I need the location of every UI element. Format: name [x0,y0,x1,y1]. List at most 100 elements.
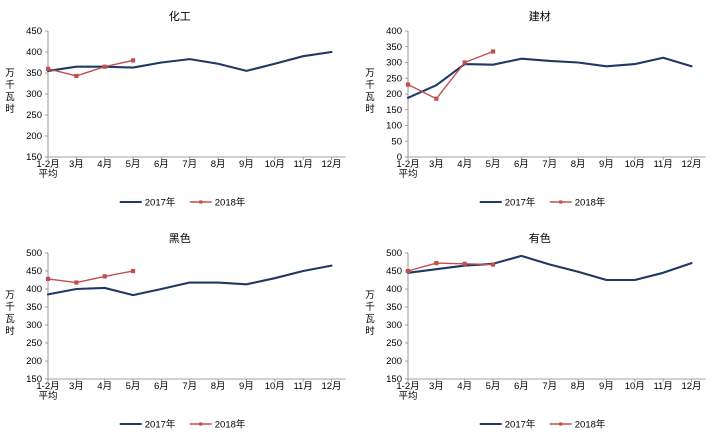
svg-text:时: 时 [5,103,15,115]
svg-text:千: 千 [365,302,375,313]
svg-text:9月: 9月 [239,381,254,392]
svg-text:黑色: 黑色 [169,231,191,245]
svg-text:10月: 10月 [624,159,644,170]
svg-text:250: 250 [386,73,402,84]
svg-text:2017年: 2017年 [145,418,176,430]
svg-text:9月: 9月 [239,159,254,170]
svg-text:300: 300 [26,89,42,100]
svg-text:300: 300 [26,320,42,331]
svg-text:10月: 10月 [265,381,285,392]
svg-text:平均: 平均 [398,390,417,402]
svg-text:350: 350 [26,68,42,79]
svg-text:10月: 10月 [624,381,644,392]
svg-text:12月: 12月 [681,159,701,170]
svg-text:2018年: 2018年 [574,196,605,208]
svg-text:150: 150 [386,105,402,116]
svg-text:万: 万 [5,290,15,301]
svg-text:2017年: 2017年 [504,196,535,208]
svg-text:12月: 12月 [681,381,701,392]
svg-text:10月: 10月 [265,159,285,170]
svg-text:千: 千 [5,302,15,313]
svg-text:4月: 4月 [457,159,472,170]
svg-text:千: 千 [5,80,15,91]
svg-text:4月: 4月 [457,381,472,392]
svg-text:4月: 4月 [97,159,112,170]
svg-text:200: 200 [26,356,42,367]
svg-text:3月: 3月 [428,381,443,392]
svg-text:6月: 6月 [514,159,529,170]
svg-text:12月: 12月 [321,159,341,170]
svg-text:2018年: 2018年 [215,196,246,208]
svg-text:200: 200 [386,89,402,100]
svg-text:400: 400 [26,47,42,58]
svg-text:9月: 9月 [599,381,614,392]
svg-text:7月: 7月 [182,381,197,392]
svg-text:5月: 5月 [485,381,500,392]
svg-text:瓦: 瓦 [365,92,375,103]
svg-text:7月: 7月 [542,381,557,392]
svg-text:300: 300 [386,320,402,331]
svg-text:8月: 8月 [570,159,585,170]
svg-text:350: 350 [386,302,402,313]
svg-text:6月: 6月 [514,381,529,392]
svg-text:500: 500 [26,248,42,259]
svg-text:400: 400 [386,284,402,295]
svg-text:300: 300 [386,58,402,69]
svg-text:时: 时 [5,325,15,337]
svg-text:9月: 9月 [599,159,614,170]
svg-text:350: 350 [386,42,402,53]
svg-text:7月: 7月 [542,159,557,170]
svg-text:5月: 5月 [126,159,141,170]
svg-text:450: 450 [26,266,42,277]
svg-text:瓦: 瓦 [5,92,15,103]
svg-text:11月: 11月 [653,381,672,392]
svg-text:万: 万 [5,68,15,79]
svg-text:平均: 平均 [38,390,57,402]
svg-text:500: 500 [386,248,402,259]
svg-text:建材: 建材 [528,9,550,23]
svg-text:8月: 8月 [211,381,226,392]
svg-text:万: 万 [365,68,375,79]
svg-text:200: 200 [26,131,42,142]
svg-text:5月: 5月 [485,159,500,170]
svg-text:瓦: 瓦 [5,314,15,325]
svg-text:5月: 5月 [126,381,141,392]
svg-text:6月: 6月 [154,381,169,392]
svg-text:350: 350 [26,302,42,313]
svg-text:250: 250 [26,338,42,349]
svg-text:11月: 11月 [293,381,312,392]
svg-text:2017年: 2017年 [504,418,535,430]
svg-text:有色: 有色 [528,231,550,245]
svg-text:平均: 平均 [398,168,417,180]
svg-text:时: 时 [365,103,375,115]
svg-text:3月: 3月 [69,381,84,392]
svg-text:200: 200 [386,356,402,367]
svg-text:8月: 8月 [570,381,585,392]
svg-text:2017年: 2017年 [145,196,176,208]
svg-text:250: 250 [26,110,42,121]
svg-text:瓦: 瓦 [365,314,375,325]
svg-text:8月: 8月 [211,159,226,170]
svg-text:11月: 11月 [293,159,312,170]
svg-text:11月: 11月 [653,159,672,170]
svg-text:万: 万 [365,290,375,301]
svg-text:100: 100 [386,121,402,132]
svg-text:400: 400 [26,284,42,295]
svg-text:2018年: 2018年 [574,418,605,430]
svg-text:3月: 3月 [428,159,443,170]
svg-text:4月: 4月 [97,381,112,392]
svg-text:千: 千 [365,80,375,91]
svg-text:450: 450 [26,26,42,37]
svg-text:时: 时 [365,325,375,337]
svg-text:6月: 6月 [154,159,169,170]
svg-text:3月: 3月 [69,159,84,170]
svg-text:平均: 平均 [38,168,57,180]
svg-text:7月: 7月 [182,159,197,170]
svg-text:12月: 12月 [321,381,341,392]
svg-text:50: 50 [391,136,402,147]
svg-text:250: 250 [386,338,402,349]
svg-text:2018年: 2018年 [215,418,246,430]
svg-text:450: 450 [386,266,402,277]
svg-text:400: 400 [386,26,402,37]
svg-text:化工: 化工 [169,9,191,23]
